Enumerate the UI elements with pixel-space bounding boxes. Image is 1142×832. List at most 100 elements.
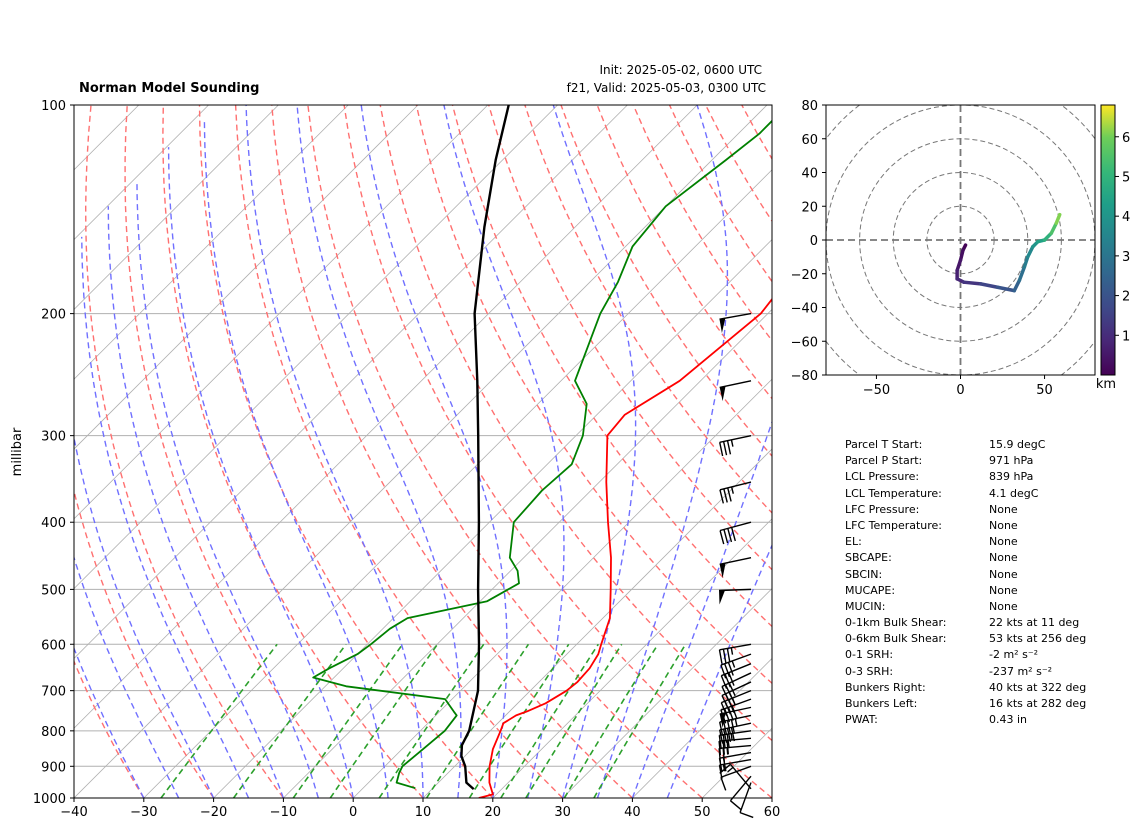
stat-label: Parcel T Start: [845, 438, 923, 451]
mixing-ratio-line [563, 643, 659, 798]
hodo-x-tick-label: 50 [1036, 383, 1053, 398]
stat-value: 971 hPa [989, 454, 1034, 468]
isotherm [74, 105, 698, 729]
hodo-y-tick-label: 40 [801, 167, 818, 182]
stat-value: None [989, 599, 1018, 613]
dry-adiabat [451, 105, 772, 628]
moist-adiabat [666, 543, 772, 798]
height-colorbar [1100, 104, 1116, 376]
stat-value: 0.43 in [989, 713, 1028, 727]
stat-value: 16 kts at 282 deg [989, 697, 1087, 710]
hodograph-x-ticks: −50 0 50 [863, 375, 1053, 398]
hodo-y-tick-label: 0 [810, 234, 818, 249]
wind-barb [718, 588, 752, 605]
stat-label: Parcel P Start: [845, 454, 923, 468]
isotherm [74, 105, 279, 310]
temperature-profile [478, 297, 772, 798]
dry-adiabat [162, 105, 424, 798]
dry-adiabat [234, 105, 564, 798]
wind-barbs [718, 312, 754, 819]
colorbar-ticks: 1 2 3 4 5 6 [1115, 131, 1130, 344]
y-axis-label: millibar [10, 427, 25, 476]
stat-value: -2 m² s⁻² [989, 648, 1039, 662]
x-tick-label: 40 [624, 805, 641, 820]
hodograph-segment [1054, 212, 1062, 225]
dry-adiabat [74, 488, 215, 798]
wind-barb [718, 643, 752, 664]
isotherm [74, 105, 209, 241]
isotherm [283, 308, 772, 798]
moist-adiabat [107, 206, 285, 798]
moist-adiabat [136, 183, 319, 798]
skewt-y-ticks: 100 200 300 400 500 600 700 800 900 1000 [33, 99, 74, 807]
x-tick-label: 20 [485, 805, 502, 820]
y-tick-label: 700 [41, 685, 66, 700]
colorbar-tick-label: 6 [1122, 131, 1130, 146]
x-tick-label: 10 [415, 805, 432, 820]
stat-value: None [989, 502, 1018, 516]
moist-adiabat [74, 434, 215, 798]
wind-barb [729, 775, 752, 811]
mixing-ratio-line [500, 643, 599, 798]
x-tick-label: 50 [694, 805, 711, 820]
hodograph-segment [978, 282, 1000, 289]
hodograph-segment [962, 280, 983, 286]
wind-barb [720, 663, 752, 689]
wind-barb [719, 380, 752, 402]
isotherm [74, 105, 558, 590]
stat-value: None [989, 535, 1018, 549]
stat-label: LFC Temperature: [845, 518, 943, 532]
skewt-profiles [312, 105, 772, 798]
init-time: Init: 2025-05-02, 0600 UTC [599, 63, 762, 77]
colorbar-label: km [1096, 377, 1116, 392]
moist-adiabat [74, 646, 145, 798]
skewt-frame [73, 104, 773, 799]
y-tick-label: 200 [41, 308, 66, 323]
dry-adiabat [524, 105, 772, 514]
dry-adiabat [84, 105, 284, 798]
isotherm [74, 105, 349, 380]
hodograph-segment [1049, 221, 1059, 235]
stat-value: 839 hPa [989, 470, 1034, 484]
stat-label: 0-6km Bulk Shear: [845, 632, 947, 646]
stat-label: PWAT: [845, 713, 878, 727]
isotherm [74, 105, 489, 520]
moist-adiabat [74, 555, 180, 798]
hodograph-segment [1022, 255, 1030, 269]
mixing-ratio-line [593, 643, 687, 798]
x-tick-label: 60 [764, 805, 781, 820]
stat-label: Bunkers Right: [845, 680, 926, 694]
mixing-ratio-line [425, 643, 530, 798]
x-tick-label: −10 [270, 805, 297, 820]
moist-adiabat [552, 105, 637, 798]
y-tick-label: 500 [41, 583, 66, 598]
isotherm [632, 657, 772, 798]
wind-barb [719, 481, 752, 504]
stat-value: 53 kts at 256 deg [989, 632, 1087, 646]
hodo-x-tick-label: 0 [956, 383, 964, 398]
stat-label: 0-1 SRH: [845, 648, 894, 662]
isotherm [562, 588, 772, 798]
stat-label: 0-1km Bulk Shear: [845, 616, 947, 630]
stat-value: 15.9 degC [989, 438, 1046, 451]
hodograph-rings [826, 105, 1095, 375]
wind-barb [719, 521, 752, 545]
stat-label: LCL Pressure: [845, 470, 920, 484]
colorbar-tick-label: 3 [1122, 250, 1130, 265]
stat-label: EL: [845, 535, 862, 549]
stat-label: LCL Temperature: [845, 486, 942, 500]
moist-adiabat [203, 119, 389, 798]
y-tick-label: 600 [41, 638, 66, 653]
stat-value: 40 kts at 322 deg [989, 680, 1087, 694]
dry-adiabat [124, 105, 354, 798]
dry-adiabat [271, 105, 633, 798]
isotherm [74, 105, 768, 798]
mixing-ratio-line [468, 643, 570, 798]
moist-adiabat [81, 236, 250, 798]
hodograph-segment [1017, 265, 1027, 283]
stat-label: MUCAPE: [845, 583, 896, 597]
stat-label: SBCIN: [845, 567, 883, 581]
hodo-y-tick-label: 80 [801, 99, 818, 114]
mixing-ratio-line [160, 643, 278, 798]
moist-adiabat [443, 105, 565, 798]
